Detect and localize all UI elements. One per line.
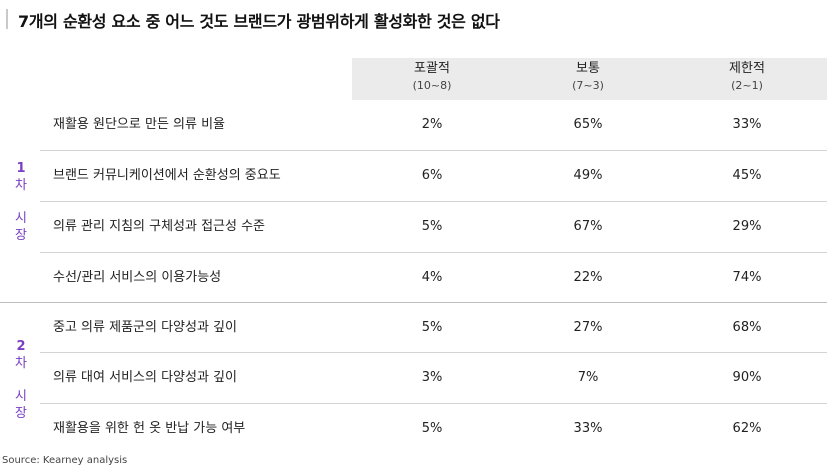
row-label: 브랜드 커뮤니케이션에서 순환성의 중요도 <box>53 168 281 183</box>
table-row: 재활용을 위한 헌 옷 반납 가능 여부 5% 33% 62% <box>40 404 827 454</box>
cell-moderate: 27% <box>573 320 603 335</box>
row-separator <box>40 201 827 202</box>
table-row: 의류 관리 지침의 구체성과 접근성 수준 5% 67% 29% <box>40 202 827 252</box>
cell-limited: 90% <box>732 370 762 385</box>
cell-comprehensive: 5% <box>421 421 443 436</box>
group-number: 1 <box>16 161 26 176</box>
group-char: 장 <box>15 406 27 421</box>
cell-moderate: 67% <box>573 219 603 234</box>
cell-limited: 68% <box>732 320 762 335</box>
group-number: 2 <box>16 339 26 354</box>
group-char: 장 <box>15 228 27 243</box>
cell-moderate: 33% <box>573 421 603 436</box>
cell-limited: 29% <box>732 219 762 234</box>
column-header-label: 포괄적 <box>414 61 450 76</box>
row-separator <box>40 352 827 353</box>
cell-limited: 74% <box>732 270 762 285</box>
table-row: 수선/관리 서비스의 이용가능성 4% 22% 74% <box>40 253 827 303</box>
source-note: Source: Kearney analysis <box>2 455 128 466</box>
row-separator <box>40 252 827 253</box>
cell-limited: 45% <box>732 168 762 183</box>
row-label: 의류 대여 서비스의 다양성과 깊이 <box>53 370 237 385</box>
row-label: 의류 관리 지침의 구체성과 접근성 수준 <box>53 219 266 234</box>
group-label-secondary-market: 2 차 시 장 <box>8 338 34 422</box>
row-label: 중고 의류 제품군의 다양성과 깊이 <box>53 320 237 335</box>
column-header-comprehensive: 포괄적 (10~8) <box>352 60 512 94</box>
cell-comprehensive: 2% <box>421 117 443 132</box>
row-label: 수선/관리 서비스의 이용가능성 <box>53 270 222 285</box>
row-label: 재활용을 위한 헌 옷 반납 가능 여부 <box>53 421 246 436</box>
column-header-range: (10~8) <box>412 79 452 92</box>
column-header-moderate: 보통 (7~3) <box>508 60 668 94</box>
table-row: 중고 의류 제품군의 다양성과 깊이 5% 27% 68% <box>40 303 827 353</box>
row-separator <box>40 150 827 151</box>
column-header-limited: 제한적 (2~1) <box>667 60 827 94</box>
row-separator <box>40 403 827 404</box>
cell-moderate: 65% <box>573 117 603 132</box>
cell-moderate: 49% <box>573 168 603 183</box>
column-header-range: (2~1) <box>731 79 763 92</box>
chart-title: 7개의 순환성 요소 중 어느 것도 브랜드가 광범위하게 활성화한 것은 없다 <box>18 12 500 31</box>
column-header-background <box>352 58 827 100</box>
cell-moderate: 22% <box>573 270 603 285</box>
cell-comprehensive: 5% <box>421 219 443 234</box>
column-header-label: 제한적 <box>729 61 765 76</box>
cell-limited: 33% <box>732 117 762 132</box>
cell-moderate: 7% <box>577 370 599 385</box>
group-label-primary-market: 1 차 시 장 <box>8 160 34 244</box>
cell-comprehensive: 3% <box>421 370 443 385</box>
cell-comprehensive: 4% <box>421 270 443 285</box>
cell-comprehensive: 6% <box>421 168 443 183</box>
table-row: 의류 대여 서비스의 다양성과 깊이 3% 7% 90% <box>40 353 827 403</box>
title-accent-bar <box>6 9 8 29</box>
group-char: 시 <box>15 389 27 404</box>
row-label: 재활용 원단으로 만든 의류 비율 <box>53 117 226 132</box>
table-row: 브랜드 커뮤니케이션에서 순환성의 중요도 6% 49% 45% <box>40 151 827 201</box>
column-header-range: (7~3) <box>572 79 604 92</box>
group-char: 시 <box>15 211 27 226</box>
group-char: 차 <box>15 356 27 371</box>
table-row: 재활용 원단으로 만든 의류 비율 2% 65% 33% <box>40 100 827 150</box>
group-separator <box>0 302 827 303</box>
cell-comprehensive: 5% <box>421 320 443 335</box>
cell-limited: 62% <box>732 421 762 436</box>
column-header-label: 보통 <box>576 61 600 76</box>
group-char: 차 <box>15 178 27 193</box>
